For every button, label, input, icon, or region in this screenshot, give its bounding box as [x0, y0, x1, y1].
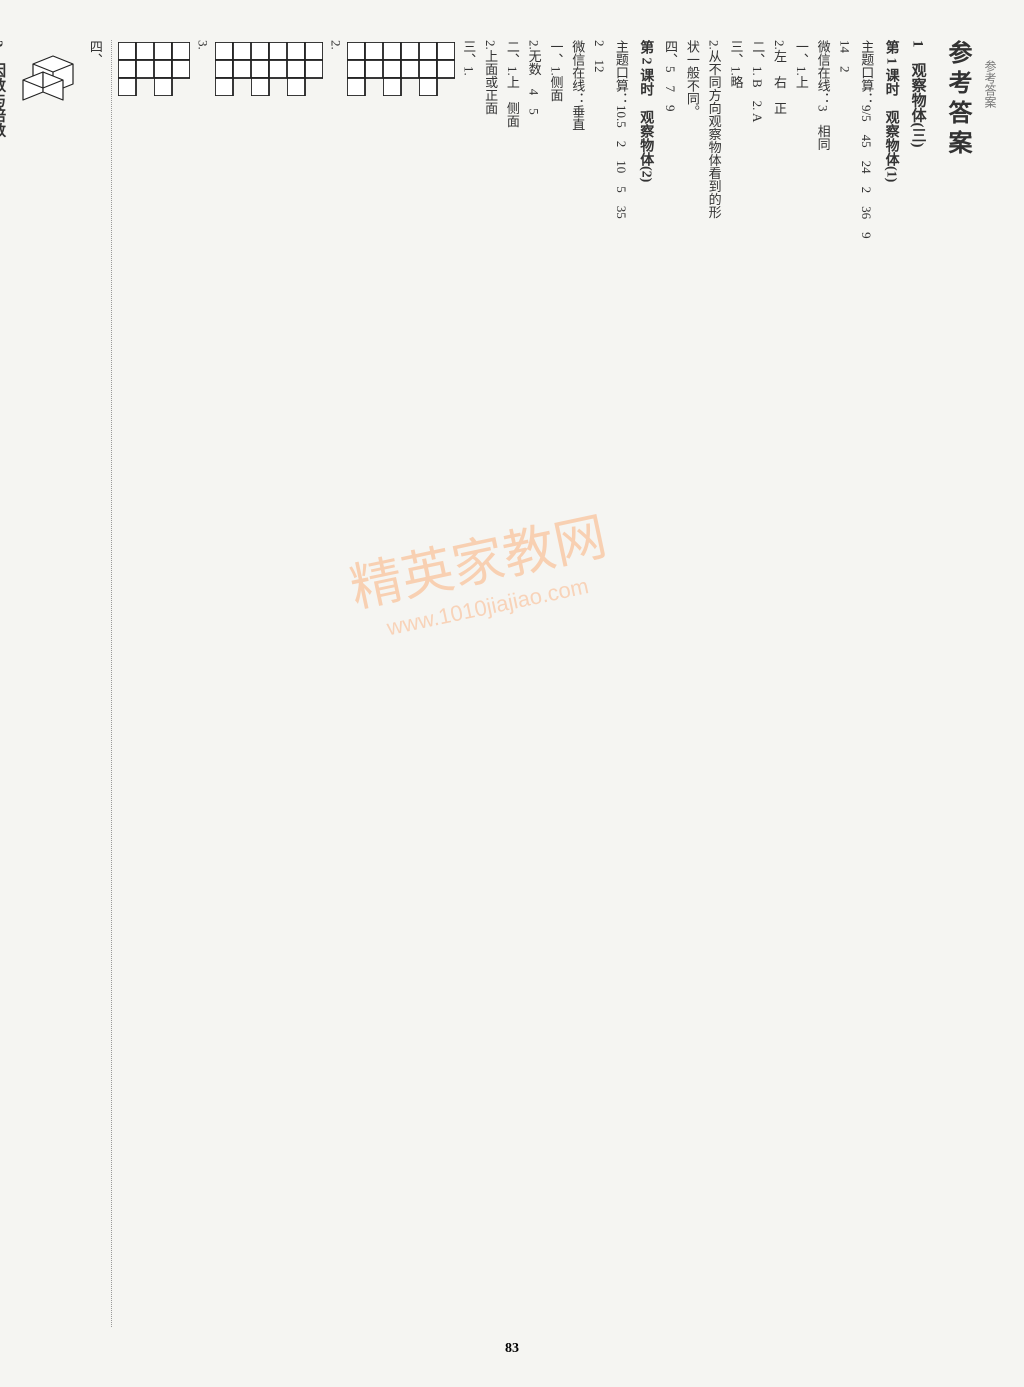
shape-group [347, 40, 455, 1327]
unit-title: 2 因数与倍数 [0, 40, 9, 1327]
footer-label: 参考答案 [982, 60, 999, 108]
answer-line: 三、1. [457, 40, 478, 1327]
answer-line: 四、5 7 9 [659, 40, 680, 1327]
answer-line: 主题口算：9/5 45 24 2 36 9 [855, 40, 876, 1327]
answer-line: 14 2 [834, 40, 855, 1327]
page-content: 参考答案 1 观察物体(三)第 1 课时 观察物体(1)主题口算：9/5 45 2… [80, 40, 984, 1327]
answer-line: 一、1.上 [790, 40, 811, 1327]
answer-line: 二、1. B 2. A [746, 40, 767, 1327]
answer-line: 2.上面或正面 [479, 40, 500, 1327]
answer-line: 微信在线：垂直 [566, 40, 587, 1327]
answer-line: 主题口算：10.5 2 10 5 35 [610, 40, 631, 1327]
answer-line: 2. [325, 40, 346, 1327]
answer-line: 三、1.略 [725, 40, 746, 1327]
answer-line: 2.无数 4 5 [523, 40, 544, 1327]
lesson-title: 第 2 课时 观察物体(2) [634, 40, 656, 1327]
answer-line: 2.从不同方向观察物体看到的形 [703, 40, 724, 1327]
answer-line: 四、 [84, 40, 105, 1327]
main-title: 参考答案 [938, 40, 976, 1327]
unit-title: 1 观察物体(三) [906, 40, 930, 1327]
answer-line: 一、1.侧面 [545, 40, 566, 1327]
shape-group [118, 40, 190, 1327]
shape-group [215, 40, 323, 1327]
answer-line: 二、1.上 侧面 [501, 40, 522, 1327]
answer-line: 2.左 右 正 [768, 40, 789, 1327]
answer-line: 3. [192, 40, 213, 1327]
page-number: 83 [505, 1341, 519, 1357]
answer-line: 2 12 [588, 40, 609, 1327]
column-separator [111, 40, 112, 1327]
lesson-title: 第 1 课时 观察物体(1) [879, 40, 901, 1327]
answer-line: 状一般不同。 [681, 40, 702, 1327]
cube-diagram [13, 44, 83, 114]
answer-line: 微信在线：3 相同 [812, 40, 833, 1327]
